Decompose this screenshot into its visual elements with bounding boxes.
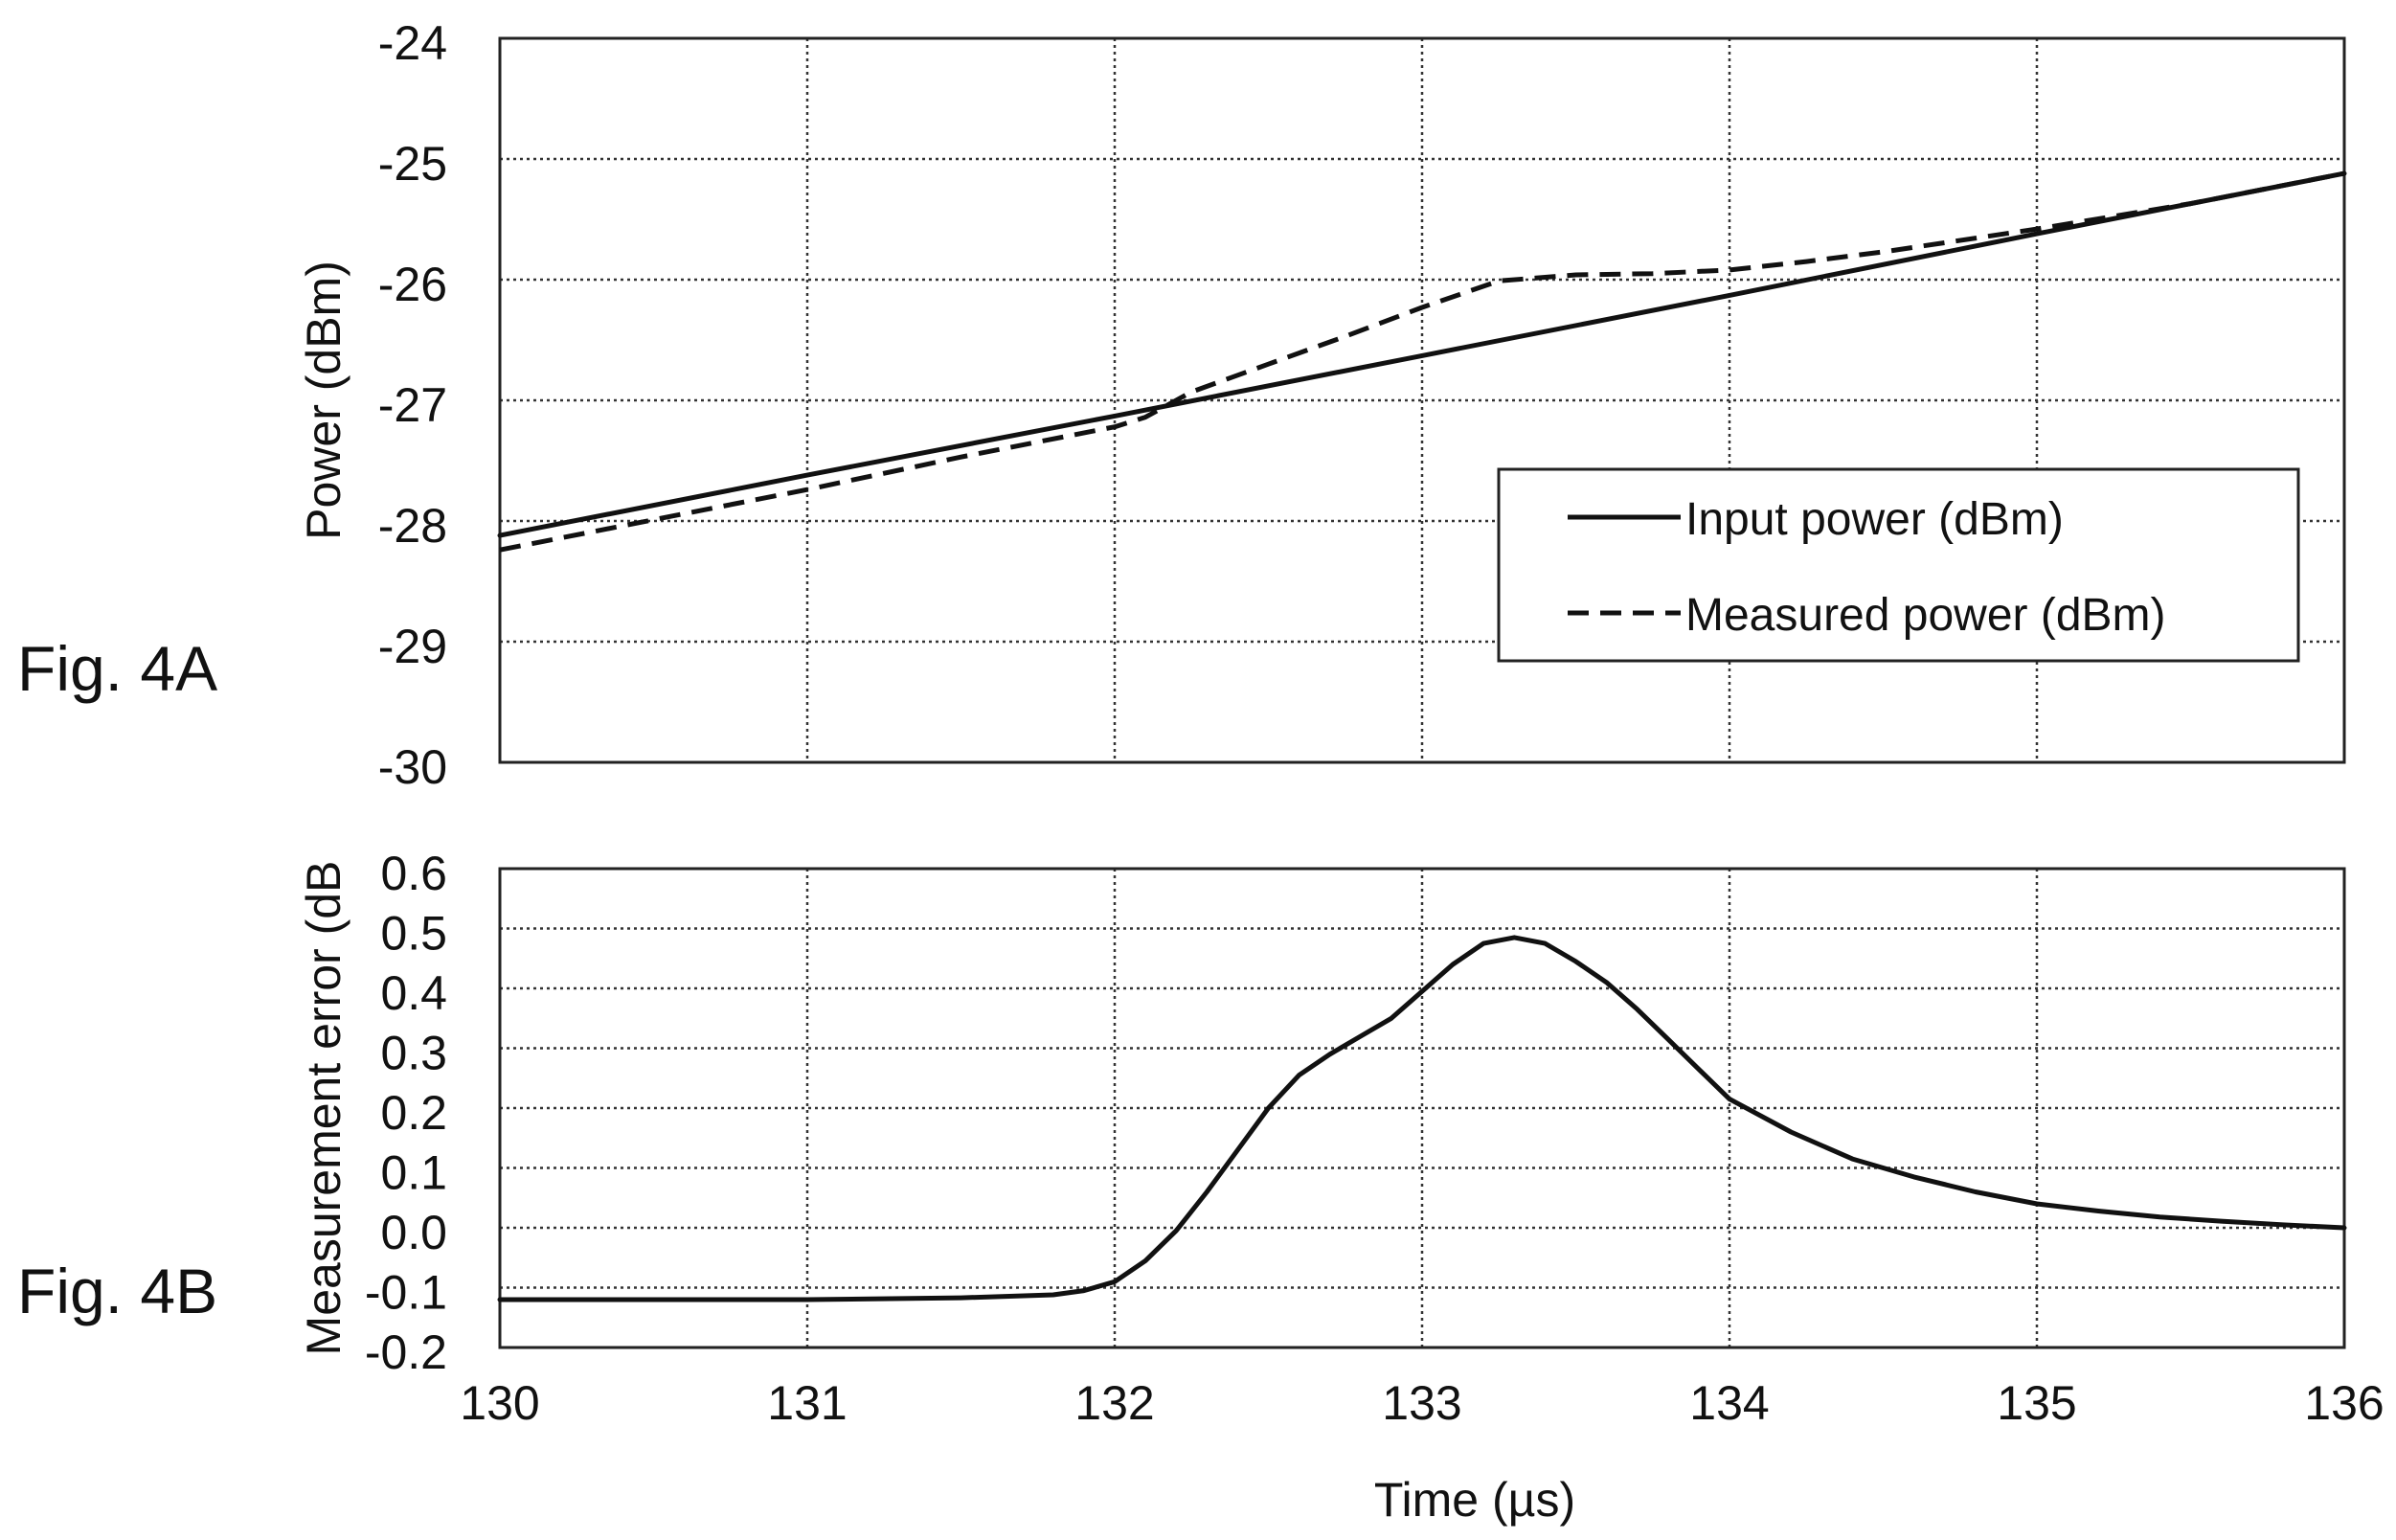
chart-b-ytick-label: 0.2 [380, 1086, 447, 1140]
chart-a-ylabel: Power (dBm) [297, 260, 350, 540]
chart-a-legend-box [1497, 467, 2300, 663]
chart-a-series-line-1 [499, 170, 2345, 553]
chart-a-ytick-label: -25 [378, 137, 447, 191]
chart-a-legend: Input power (dBm) Measured power (dBm) [1497, 467, 2300, 663]
chart-b: -0.2-0.1 0.0 0.1 0.2 0.3 0.40.5 0.6 130 131 132 13… [297, 847, 2385, 1527]
chart-b-ytick-label: 0.1 [380, 1146, 447, 1200]
chart-a-ytick-label: -27 [378, 378, 447, 432]
chart-b-ytick-label: 0.0 [380, 1206, 447, 1259]
chart-b-ylabel: Measurement error (dB [297, 861, 350, 1356]
chart-a-ytick-label: -29 [378, 620, 447, 673]
chart-b-xtick-label: 134 [1689, 1376, 1769, 1430]
chart-a-series-line-0 [497, 170, 2347, 538]
chart-a-legend-label-1: Measured power (dBm) [1685, 590, 2166, 641]
chart-b-xtick-label: 136 [2304, 1376, 2384, 1430]
chart-a: -30 -29 -28 -27 -26 -25 -24 Power (dBm) Input po… [297, 16, 2347, 794]
chart-a-ytick-label: -30 [378, 740, 447, 794]
chart-a-ytick-label: -24 [378, 16, 447, 70]
chart-a-legend-label-0: Input power (dBm) [1685, 494, 2064, 545]
chart-a-ytick-label: -26 [378, 258, 447, 311]
chart-b-ytick-label: 0.4 [380, 966, 447, 1020]
chart-b-plot-frame [498, 867, 2346, 1349]
chart-a-ytick-label: -28 [378, 499, 447, 553]
chart-b-ytick-label: -0.1 [365, 1266, 447, 1320]
chart-b-ytick-label: 0.5 [380, 907, 447, 961]
figure-label-4a: Fig. 4A [17, 633, 218, 704]
chart-b-ytick-label: 0.3 [380, 1027, 447, 1080]
chart-b-xtick-label: 130 [460, 1376, 539, 1430]
chart-b-xtick-label: 131 [767, 1376, 847, 1430]
chart-b-xtick-label: 132 [1074, 1376, 1154, 1430]
chart-b-series-line-0 [497, 935, 2347, 1302]
chart-b-xlabel: Time (µs) [1374, 1473, 1575, 1527]
chart-b-xtick-label: 135 [1997, 1376, 2076, 1430]
chart-a-plot-frame [498, 36, 2346, 764]
figure-label-4b: Fig. 4B [17, 1256, 218, 1326]
chart-b-ytick-label: -0.2 [365, 1325, 447, 1379]
chart-b-ytick-label: 0.6 [380, 847, 447, 900]
chart-b-xtick-label: 133 [1382, 1376, 1461, 1430]
